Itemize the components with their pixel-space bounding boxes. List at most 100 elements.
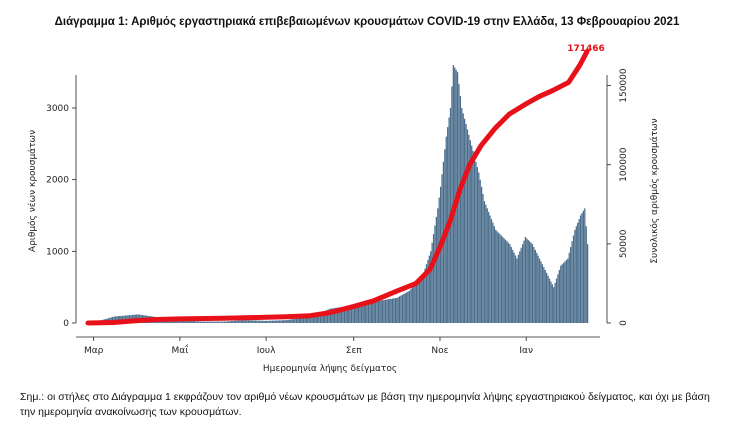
bar xyxy=(285,320,288,323)
bar xyxy=(349,305,351,323)
bar xyxy=(254,320,257,323)
bar xyxy=(486,208,488,323)
bar xyxy=(298,318,300,323)
bar xyxy=(367,302,370,323)
bar xyxy=(326,309,329,323)
bar xyxy=(213,321,216,323)
bar xyxy=(247,320,249,323)
bar xyxy=(339,307,341,323)
bar xyxy=(574,229,576,323)
bar xyxy=(587,244,589,323)
bar xyxy=(517,254,519,323)
x-tick-label: Νοε xyxy=(431,346,448,356)
bar xyxy=(227,321,230,323)
bar xyxy=(113,316,115,323)
bar xyxy=(512,249,514,323)
bar xyxy=(543,267,545,323)
bar xyxy=(417,280,419,323)
bar xyxy=(493,226,495,323)
bar xyxy=(495,229,497,323)
bar xyxy=(373,301,375,323)
bar xyxy=(527,239,529,323)
bar xyxy=(256,320,258,323)
bar xyxy=(244,320,247,323)
bar xyxy=(550,281,552,323)
bar xyxy=(437,208,439,323)
bar xyxy=(383,299,385,323)
bar xyxy=(185,320,187,323)
bar xyxy=(112,316,114,323)
bar xyxy=(356,304,358,323)
bar xyxy=(328,309,330,323)
bar xyxy=(353,305,356,323)
bar xyxy=(421,274,423,324)
bar xyxy=(206,321,208,323)
bar xyxy=(582,210,585,323)
y2-axis-title: Συνολικός αριθμός κρουσμάτων xyxy=(649,118,660,263)
bar xyxy=(350,305,353,323)
bar xyxy=(376,301,378,323)
bar xyxy=(292,319,295,323)
bar xyxy=(370,302,372,323)
bar xyxy=(336,307,339,323)
bar xyxy=(568,252,570,323)
bar xyxy=(117,316,119,323)
bar xyxy=(352,305,354,323)
bar xyxy=(540,261,542,323)
bar xyxy=(251,320,254,323)
bar xyxy=(554,282,556,323)
bar xyxy=(191,320,193,323)
bar xyxy=(182,320,184,323)
bar xyxy=(359,304,361,323)
bar xyxy=(386,299,388,323)
bar xyxy=(462,113,464,324)
bar xyxy=(567,258,569,323)
bar xyxy=(435,216,438,323)
bar xyxy=(317,313,319,323)
bar xyxy=(479,179,481,323)
bar xyxy=(319,312,322,323)
bar xyxy=(348,305,350,323)
bar xyxy=(516,258,518,323)
y-tick-label: 1000 xyxy=(46,247,69,257)
bar xyxy=(305,317,307,323)
bar xyxy=(396,297,398,323)
bar xyxy=(246,320,248,323)
bar xyxy=(391,298,394,323)
bar xyxy=(464,118,466,323)
bar xyxy=(307,316,309,323)
bar xyxy=(294,318,296,323)
bar xyxy=(505,239,507,323)
bar xyxy=(397,297,399,323)
bar xyxy=(389,299,391,323)
bar xyxy=(452,65,454,323)
cumulative-line-layer xyxy=(85,49,590,326)
bar xyxy=(335,307,337,323)
bar xyxy=(233,320,235,323)
bar xyxy=(332,308,334,323)
bar xyxy=(544,269,546,323)
bar xyxy=(401,294,404,323)
bar xyxy=(430,251,432,323)
bar xyxy=(546,272,548,323)
bar xyxy=(510,247,512,323)
bar xyxy=(301,317,303,323)
bar xyxy=(281,320,283,323)
bar xyxy=(468,134,470,324)
bar xyxy=(380,300,382,323)
bar xyxy=(472,151,474,323)
bar xyxy=(541,264,544,323)
y2-tick-label: 150000 xyxy=(619,68,629,103)
bar xyxy=(345,306,347,323)
bar xyxy=(427,259,429,323)
bar xyxy=(194,321,196,323)
bar xyxy=(526,238,528,323)
bar xyxy=(390,298,392,323)
bar xyxy=(524,237,527,323)
bar xyxy=(270,320,272,323)
bar xyxy=(398,296,401,323)
bar xyxy=(237,320,240,323)
bar xyxy=(441,174,443,323)
bar xyxy=(407,291,409,323)
x-tick-label: Ιαν xyxy=(519,346,533,356)
